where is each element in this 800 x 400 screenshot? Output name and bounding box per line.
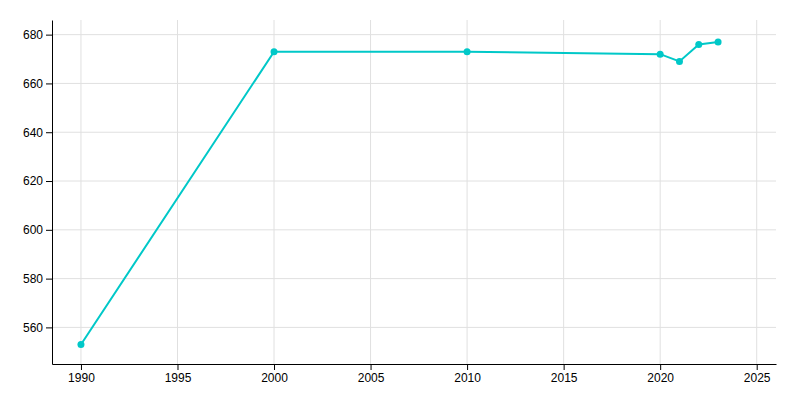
grid-line-y [52,278,776,279]
x-tick-label: 1995 [165,371,192,385]
x-tick-mark [274,364,275,370]
y-tick-label: 620 [23,174,43,188]
point [657,51,664,58]
x-tick-mark [177,364,178,370]
grid-line-x [467,20,468,364]
y-tick-label: 680 [23,28,43,42]
x-tick-mark [81,364,82,370]
y-tick-label: 580 [23,272,43,286]
y-tick-mark [46,83,52,84]
x-tick: 2000 [261,364,288,385]
x-tick: 1995 [165,364,192,385]
grid-line-x [177,20,178,364]
y-tick-label: 560 [23,321,43,335]
x-tick: 2005 [358,364,385,385]
chart: 1990 1995 2000 2005 2010 2015 2020 2025 560 580 60… [0,0,800,400]
x-tick-label: 2010 [454,371,481,385]
y-tick: 660 [23,77,52,91]
y-tick-mark [46,327,52,328]
point [695,41,702,48]
y-tick: 640 [23,126,52,140]
x-tick-label: 2015 [551,371,578,385]
x-tick: 2010 [454,364,481,385]
y-tick-mark [46,132,52,133]
x-tick-mark [564,364,565,370]
point [77,341,84,348]
y-tick-label: 640 [23,126,43,140]
y-tick: 580 [23,272,52,286]
x-tick: 2015 [551,364,578,385]
grid-line-x [274,20,275,364]
y-tick: 620 [23,174,52,188]
point [676,58,683,65]
series [77,38,721,348]
point [271,48,278,55]
y-tick-mark [46,279,52,280]
x-tick: 2020 [647,364,674,385]
y-tick-mark [46,35,52,36]
grid-line-x [370,20,371,364]
grid-line-x [756,20,757,364]
grid-line-y [52,83,776,84]
x-axis: 1990 1995 2000 2005 2010 2015 2020 2025 [53,364,777,385]
x-tick: 2025 [744,364,771,385]
x-tick-label: 1990 [68,371,95,385]
y-tick: 560 [23,321,52,335]
plot-area: 1990 1995 2000 2005 2010 2015 2020 2025 560 580 60… [23,20,777,385]
x-tick-mark [757,364,758,370]
x-tick-label: 2005 [358,371,385,385]
y-tick-mark [46,181,52,182]
x-tick-mark [371,364,372,370]
grid-line-x [563,20,564,364]
x-tick-label: 2020 [647,371,674,385]
y-tick-label: 660 [23,77,43,91]
x-tick-mark [467,364,468,370]
grid-line-y [52,34,776,35]
y-tick-mark [46,230,52,231]
grid-line-x [660,20,661,364]
x-axis-line [53,364,777,365]
grid-line-x [80,20,81,364]
grid-line-y [52,132,776,133]
grid [52,20,776,364]
y-axis: 560 580 600 620 640 660 680 [23,21,53,365]
y-axis-line [52,21,53,365]
x-tick-label: 2000 [261,371,288,385]
x-tick: 1990 [68,364,95,385]
y-tick-label: 600 [23,223,43,237]
grid-line-y [52,181,776,182]
line [81,42,718,345]
point [464,48,471,55]
grid-line-y [52,327,776,328]
y-tick: 600 [23,223,52,237]
y-tick: 680 [23,28,52,42]
point [715,38,722,45]
x-tick-label: 2025 [744,371,771,385]
grid-line-y [52,229,776,230]
x-tick-mark [660,364,661,370]
